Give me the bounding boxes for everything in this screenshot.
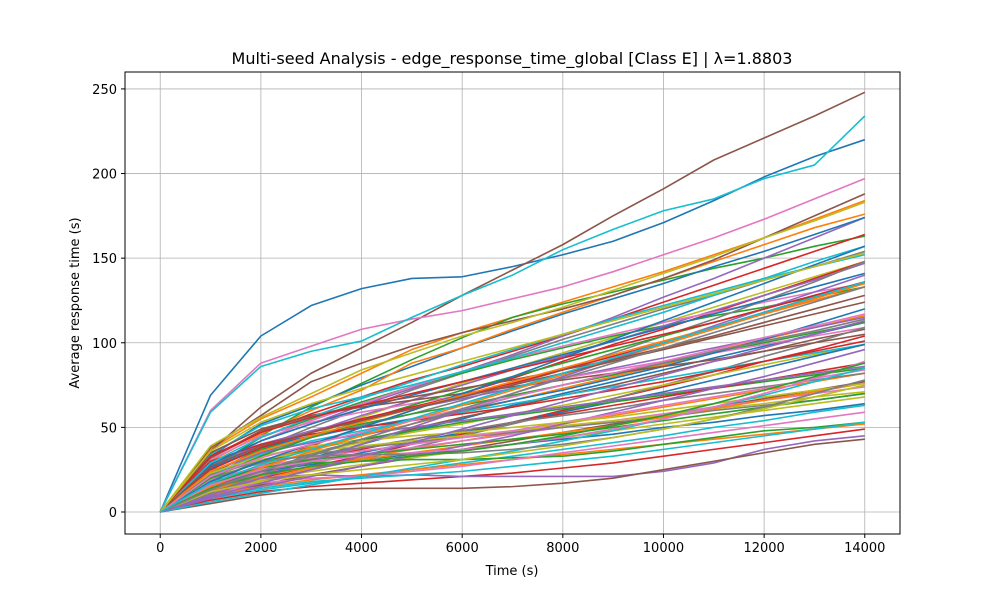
y-tick-label: 50 — [100, 421, 117, 436]
series-line-seed_46 — [160, 438, 865, 513]
series-line-seed_60 — [160, 367, 865, 513]
ticks: 0 2000 4000 6000 8000 10000 12000 14000 0 50 100 15… — [92, 83, 885, 556]
y-tick-label: 250 — [92, 83, 117, 98]
series-line-seed_10 — [159, 115, 866, 513]
chart-title: Multi-seed Analysis - edge_response_time… — [232, 49, 793, 69]
x-tick-label: 12000 — [743, 541, 784, 556]
y-tick-label: 0 — [109, 506, 117, 521]
y-axis-label: Average response time (s) — [68, 217, 83, 388]
series-line-seed_45 — [159, 435, 865, 513]
series-line-seed_55 — [160, 348, 865, 513]
series-line-seed_19 — [159, 201, 866, 513]
series-line-seed_23 — [159, 321, 865, 513]
x-axis-label: Time (s) — [485, 564, 539, 579]
series-line-seed_07 — [159, 177, 866, 513]
x-tick-label: 8000 — [546, 541, 579, 556]
series-line-seed_76 — [159, 301, 865, 513]
x-tick-label: 0 — [156, 541, 164, 556]
series-line-seed_75 — [159, 319, 865, 513]
series-line-seed_66 — [159, 294, 865, 513]
series-line-seed_80 — [159, 281, 866, 513]
series-group — [159, 91, 866, 513]
series-line-seed_74 — [159, 281, 865, 513]
series-line-seed_56 — [159, 333, 865, 513]
series-line-seed_61 — [159, 272, 865, 513]
series-line-seed_78 — [159, 286, 866, 513]
y-tick-label: 100 — [92, 337, 117, 352]
x-tick-label: 6000 — [446, 541, 479, 556]
x-tick-label: 4000 — [345, 541, 378, 556]
series-line-seed_50 — [159, 421, 865, 513]
plot-frame — [124, 71, 901, 535]
series-line-seed_73 — [159, 362, 865, 513]
series-line-seed_79 — [159, 252, 865, 513]
series-line-seed_16 — [159, 193, 866, 513]
x-tick-label: 10000 — [643, 541, 684, 556]
y-tick-label: 200 — [92, 168, 117, 183]
x-tick-label: 14000 — [844, 541, 885, 556]
series-line-seed_71 — [159, 245, 866, 513]
series-line-seed_70 — [159, 253, 865, 513]
series-line-seed_47 — [159, 411, 865, 513]
series-line-seed_06 — [159, 91, 866, 513]
series-line-seed_40 — [160, 404, 865, 513]
y-tick-label: 150 — [92, 252, 117, 267]
series-line-seed_57 — [159, 369, 865, 513]
series-line-seed_77 — [159, 313, 865, 513]
series-line-seed_72 — [159, 286, 865, 513]
x-tick-label: 2000 — [244, 541, 277, 556]
series-line-seed_11 — [159, 216, 866, 513]
